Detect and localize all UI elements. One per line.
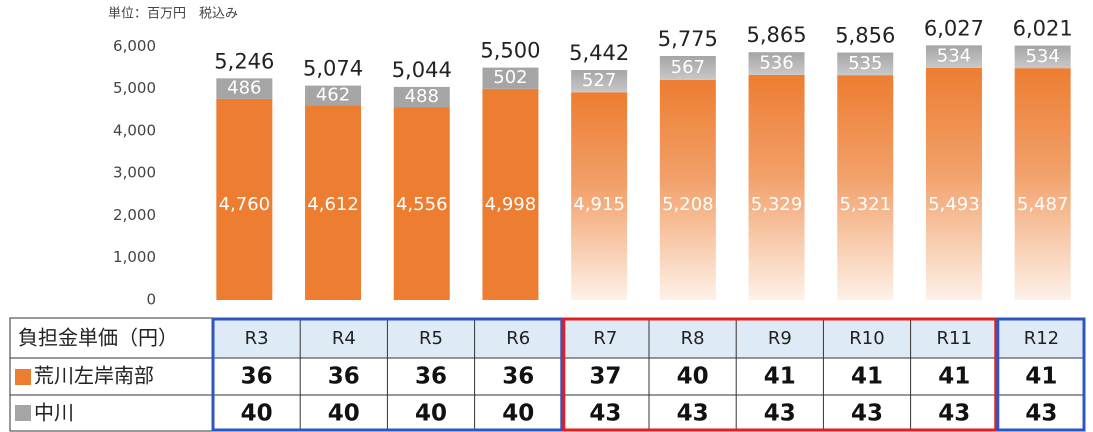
group-frame xyxy=(996,317,1086,432)
table-cell: 40 xyxy=(241,401,273,427)
y-tick-label: 6,000 xyxy=(113,37,156,55)
total-label: 5,500 xyxy=(480,39,540,63)
table-cell: 40 xyxy=(677,364,709,390)
group-frame xyxy=(562,317,998,432)
table-cell: 37 xyxy=(589,364,621,390)
data-label: 534 xyxy=(1025,46,1059,67)
bar-segment xyxy=(482,88,539,301)
total-label: 5,044 xyxy=(392,58,452,82)
table-cell: 36 xyxy=(241,364,273,390)
bar-segment xyxy=(1014,68,1071,300)
bar-segment xyxy=(216,78,273,99)
total-label: 6,027 xyxy=(924,16,984,40)
y-tick-label: 0 xyxy=(146,291,156,309)
data-label: 5,329 xyxy=(751,194,803,215)
bar-segment xyxy=(482,67,539,89)
total-label: 5,246 xyxy=(214,49,274,73)
y-tick-label: 4,000 xyxy=(113,121,156,139)
table-cell: 41 xyxy=(764,364,796,390)
total-label: 5,442 xyxy=(569,41,629,65)
table-cell: 43 xyxy=(589,401,621,427)
bar-segment xyxy=(659,79,716,300)
table-cell: 40 xyxy=(328,401,360,427)
y-tick-label: 1,000 xyxy=(113,248,156,266)
legend-label: 荒川左岸南部 xyxy=(34,364,154,388)
bar-segment xyxy=(393,86,450,108)
table-cell: 40 xyxy=(502,401,534,427)
data-label: 5,321 xyxy=(839,194,891,215)
data-label: 527 xyxy=(582,70,616,91)
x-tick-label: R8 xyxy=(681,328,705,349)
table-cell: 36 xyxy=(328,364,360,390)
data-label: 486 xyxy=(227,78,261,99)
table-cell: 41 xyxy=(851,364,883,390)
data-label: 536 xyxy=(759,53,793,74)
bar-segment xyxy=(925,67,982,301)
table-cell: 36 xyxy=(415,364,447,390)
bar-segment xyxy=(305,105,362,300)
bar-segment xyxy=(571,70,628,93)
x-tick-label: R5 xyxy=(419,328,443,349)
x-tick-label: R4 xyxy=(332,328,356,349)
bar-segment xyxy=(925,45,982,68)
unit-note: 単位：百万円 税込み xyxy=(108,6,238,22)
table-cell: 43 xyxy=(1025,401,1057,427)
data-label: 535 xyxy=(848,53,882,74)
y-tick-label: 2,000 xyxy=(113,206,156,224)
x-tick-label: R6 xyxy=(506,328,530,349)
x-tick-label: R12 xyxy=(1024,328,1059,349)
bar-segment xyxy=(305,85,362,106)
bar-segment xyxy=(748,74,805,300)
group-frame xyxy=(211,317,564,432)
x-tick-label: R11 xyxy=(936,328,971,349)
total-label: 6,021 xyxy=(1013,17,1073,41)
data-label: 4,556 xyxy=(396,194,448,215)
bar-segment xyxy=(393,107,450,301)
data-label: 502 xyxy=(493,67,527,88)
table-cell: 43 xyxy=(851,401,883,427)
legend-swatch xyxy=(15,369,31,385)
data-label: 4,915 xyxy=(573,194,625,215)
data-label: 488 xyxy=(405,86,439,107)
data-label: 4,760 xyxy=(219,194,271,215)
bar-segment xyxy=(216,98,273,301)
x-tick-label: R3 xyxy=(245,328,269,349)
table-cell: 43 xyxy=(677,401,709,427)
table-cell: 41 xyxy=(1025,364,1057,390)
data-label: 462 xyxy=(316,84,350,105)
x-tick-label: R7 xyxy=(593,328,617,349)
bar-segment xyxy=(837,52,894,76)
data-label: 5,208 xyxy=(662,194,714,215)
data-label: 5,487 xyxy=(1017,194,1069,215)
bar-segment xyxy=(571,92,628,300)
data-label: 5,493 xyxy=(928,194,980,215)
total-label: 5,775 xyxy=(658,27,718,51)
x-tick-label: R9 xyxy=(768,328,792,349)
table-cell: 43 xyxy=(764,401,796,427)
legend-label: 中川 xyxy=(34,401,74,425)
total-label: 5,856 xyxy=(835,24,895,48)
bar-segment xyxy=(1014,45,1071,69)
data-label: 534 xyxy=(937,46,971,67)
table: 負担金単価（円） 荒川左岸南部 中川 R3 36 40 R4 36 40 R5 36 40 R6 3… xyxy=(9,317,1086,432)
table-cell: 43 xyxy=(938,401,970,427)
table-cell: 41 xyxy=(938,364,970,390)
table-cell: 40 xyxy=(415,401,447,427)
legend-swatch xyxy=(15,405,31,421)
total-label: 5,865 xyxy=(746,23,806,47)
data-label: 4,612 xyxy=(307,194,359,215)
table-cell: 36 xyxy=(502,364,534,390)
y-tick-label: 5,000 xyxy=(113,79,156,97)
table-header: 負担金単価（円） xyxy=(18,326,178,350)
y-tick-label: 3,000 xyxy=(113,164,156,182)
total-label: 5,074 xyxy=(303,57,363,81)
x-tick-label: R10 xyxy=(849,328,884,349)
bar-segment xyxy=(748,52,805,75)
bar-segment xyxy=(837,75,894,301)
data-label: 4,998 xyxy=(485,194,537,215)
bar-segment xyxy=(659,55,716,80)
data-label: 567 xyxy=(671,57,705,78)
